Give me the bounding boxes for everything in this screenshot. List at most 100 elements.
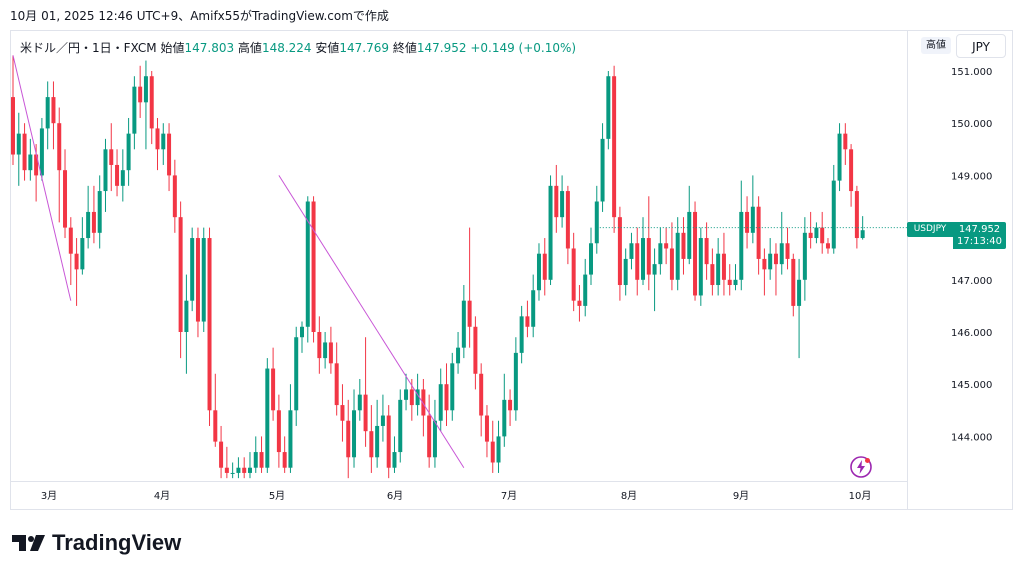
- candle-body: [745, 211, 750, 233]
- candle-body: [115, 164, 120, 186]
- candle-body: [91, 211, 96, 233]
- candle-body: [132, 86, 137, 134]
- candle-body: [704, 238, 709, 265]
- last-price-value: 147.952: [958, 224, 1001, 235]
- candle-body: [404, 389, 409, 400]
- candle-body: [612, 76, 617, 218]
- candle-body: [693, 211, 698, 296]
- candle-body: [190, 238, 195, 301]
- currency-button[interactable]: JPY: [956, 34, 1006, 58]
- candle-body: [450, 363, 455, 411]
- y-tick-label: 145.000: [951, 380, 992, 391]
- candle-body: [317, 332, 322, 359]
- candle-body: [664, 243, 669, 249]
- candle-body: [461, 300, 466, 348]
- candle-body: [768, 253, 773, 270]
- lightning-icon[interactable]: [849, 455, 873, 479]
- candle-body: [259, 452, 264, 468]
- candle-body: [207, 238, 212, 411]
- candle-body: [74, 253, 79, 270]
- chart-caption: 10月 01, 2025 12:46 UTC+9、Amifx55がTrading…: [10, 9, 389, 23]
- brand-logo[interactable]: TradingView: [12, 530, 181, 556]
- candle-body: [467, 300, 472, 327]
- candles-group: [11, 55, 865, 479]
- candle-body: [802, 232, 807, 280]
- legend-change: +0.149 (+0.10%): [470, 41, 577, 55]
- candle-body: [716, 253, 721, 286]
- candle-body: [28, 154, 33, 171]
- last-price-tag: 147.952 17:13:40: [953, 222, 1006, 249]
- candle-body: [230, 472, 235, 474]
- candle-body: [594, 201, 599, 244]
- legend-symbol[interactable]: 米ドル／円・1日・FXCM: [20, 41, 157, 55]
- candle-body: [560, 191, 565, 218]
- candle-body: [167, 133, 172, 176]
- candle-body: [427, 415, 432, 458]
- candle-body: [438, 384, 443, 421]
- candle-body: [814, 227, 819, 239]
- last-price-countdown: 17:13:40: [957, 236, 1002, 247]
- candle-body: [669, 248, 674, 280]
- candle-body: [80, 238, 85, 270]
- trendline[interactable]: [12, 55, 72, 301]
- candle-body: [750, 206, 755, 233]
- candle-body: [357, 394, 362, 411]
- candle-body: [120, 170, 125, 186]
- legend-high-value: 148.224: [261, 41, 312, 55]
- candle-body: [652, 264, 657, 275]
- candle-body: [103, 149, 108, 192]
- candle-body: [658, 243, 663, 265]
- candle-body: [340, 405, 345, 421]
- candle-body: [496, 436, 501, 463]
- candle-body: [479, 373, 484, 416]
- candle-body: [334, 363, 339, 406]
- y-tick-label: 149.000: [951, 171, 992, 182]
- candle-body: [508, 399, 513, 411]
- candle-body: [323, 342, 328, 359]
- candle-body: [236, 467, 241, 473]
- y-tick-label: 144.000: [951, 432, 992, 443]
- candle-body: [398, 399, 403, 453]
- candle-body: [247, 467, 252, 473]
- candle-body: [831, 180, 836, 249]
- candle-body: [195, 238, 200, 322]
- candle-body: [138, 86, 143, 103]
- candle-body: [473, 326, 478, 374]
- candle-body: [542, 253, 547, 280]
- x-tick-label: 7月: [501, 490, 517, 502]
- candle-body: [213, 410, 218, 442]
- tradingview-logo-icon: [12, 535, 45, 551]
- candle-body: [311, 201, 316, 332]
- legend-open-value: 147.803: [184, 41, 235, 55]
- candle-body: [710, 264, 715, 286]
- candle-body: [502, 399, 507, 437]
- candle-body: [300, 326, 304, 338]
- candle-body: [843, 133, 848, 150]
- candle-body: [22, 133, 27, 171]
- candle-body: [363, 394, 368, 432]
- candlestick-chart[interactable]: 151.000150.000149.000148.000147.000146.0…: [11, 31, 1012, 509]
- candle-body: [63, 170, 68, 228]
- candle-body: [282, 452, 287, 468]
- legend-close-label: 終値: [392, 41, 417, 55]
- x-tick-label: 5月: [269, 490, 285, 502]
- scale-mode-button[interactable]: 高値: [921, 37, 951, 54]
- candle-body: [583, 274, 588, 306]
- candle-body: [779, 243, 784, 265]
- x-tick-label: 9月: [733, 490, 749, 502]
- candle-body: [721, 253, 726, 280]
- candle-body: [161, 133, 166, 150]
- candle-body: [409, 389, 414, 406]
- y-tick-label: 146.000: [951, 328, 992, 339]
- trendline[interactable]: [278, 175, 465, 468]
- candle-body: [565, 191, 570, 249]
- candle-body: [224, 467, 229, 473]
- candle-body: [797, 279, 802, 306]
- candle-body: [600, 138, 605, 202]
- chart-frame[interactable]: 151.000150.000149.000148.000147.000146.0…: [10, 30, 1013, 510]
- candle-body: [635, 243, 640, 280]
- legend-open-label: 始値: [160, 41, 185, 55]
- candle-body: [808, 232, 813, 239]
- candle-body: [294, 337, 299, 411]
- legend-low-value: 147.769: [339, 41, 390, 55]
